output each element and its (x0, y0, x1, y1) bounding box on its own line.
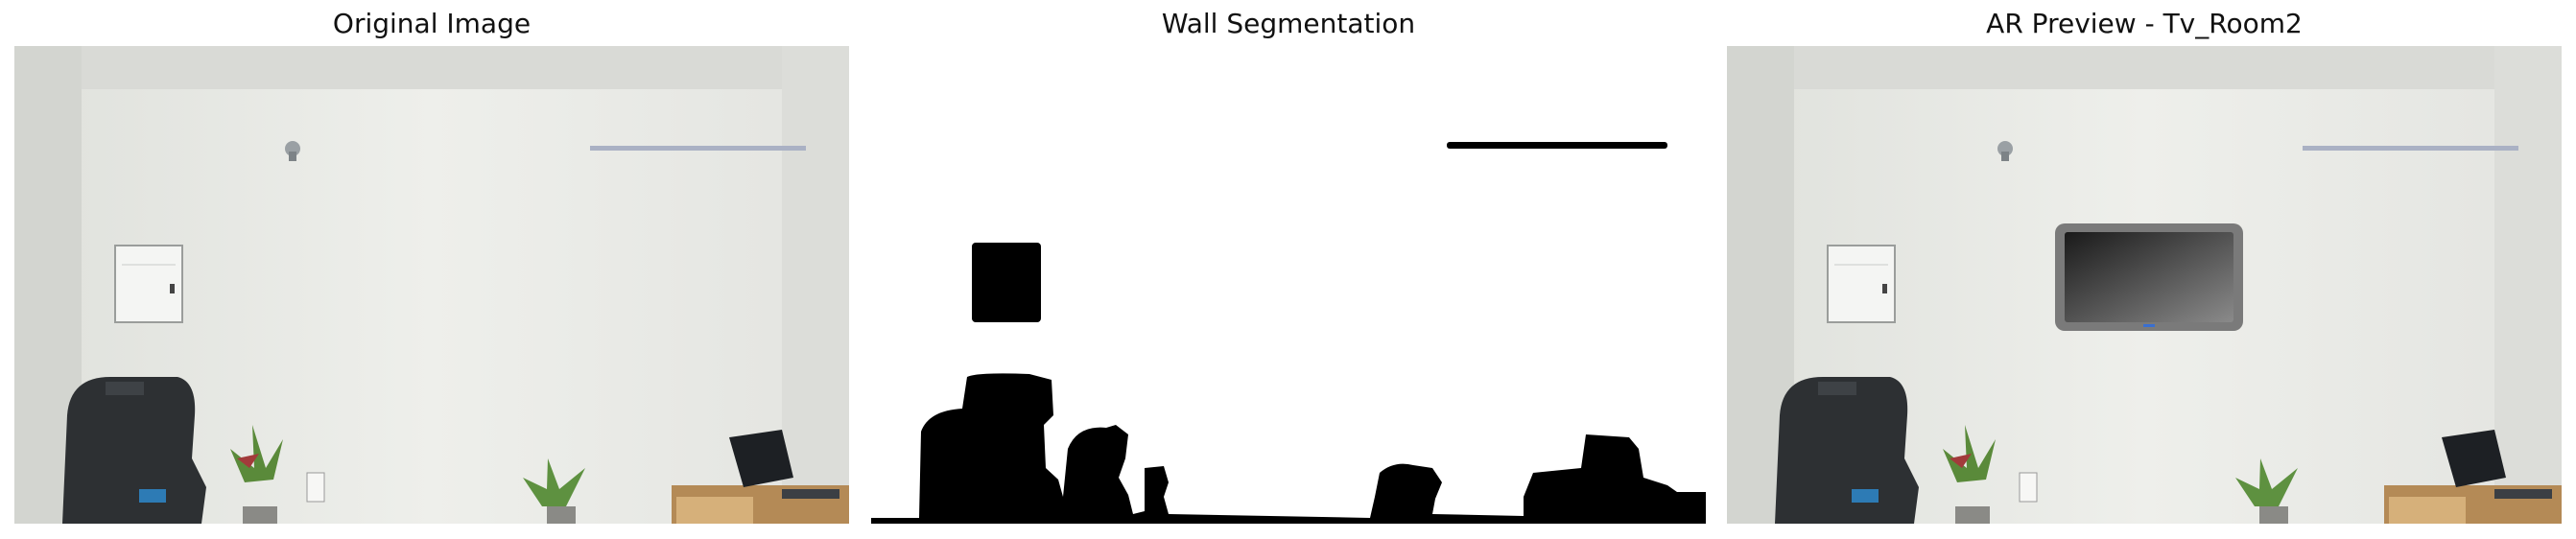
mask-floor-objects (871, 373, 1706, 524)
desk-with-laptop (672, 430, 849, 524)
panel-original: Original Image (14, 0, 849, 539)
mask-electric-panel (972, 243, 1041, 322)
potted-plant-right (2235, 458, 2298, 524)
panel-title-original: Original Image (332, 8, 532, 39)
ar-preview-image (1727, 46, 2562, 524)
tube-light (2303, 146, 2518, 151)
desk-with-laptop (2384, 430, 2562, 524)
potted-plant-left (230, 425, 283, 524)
wall-outlet (306, 472, 325, 503)
mask-tube-light (1447, 142, 1667, 149)
panel-ar-preview: AR Preview - Tv_Room2 (1727, 0, 2562, 539)
wall-lamp (285, 141, 300, 161)
plastic-chair (1775, 377, 1919, 524)
electric-panel (1827, 245, 1896, 323)
panel-title-ar-preview: AR Preview - Tv_Room2 (1986, 8, 2303, 39)
potted-plant-left (1943, 425, 1996, 524)
panel-title-segmentation: Wall Segmentation (1161, 8, 1416, 39)
tube-light (590, 146, 806, 151)
panel-segmentation: Wall Segmentation (871, 0, 1706, 539)
potted-plant-right (523, 458, 585, 524)
wall-outlet (2019, 472, 2038, 503)
original-image (14, 46, 849, 524)
ar-tv-overlay (2055, 223, 2243, 331)
plastic-chair (62, 377, 206, 524)
electric-panel (114, 245, 183, 323)
segmentation-mask (871, 46, 1706, 524)
wall-lamp (1997, 141, 2013, 161)
